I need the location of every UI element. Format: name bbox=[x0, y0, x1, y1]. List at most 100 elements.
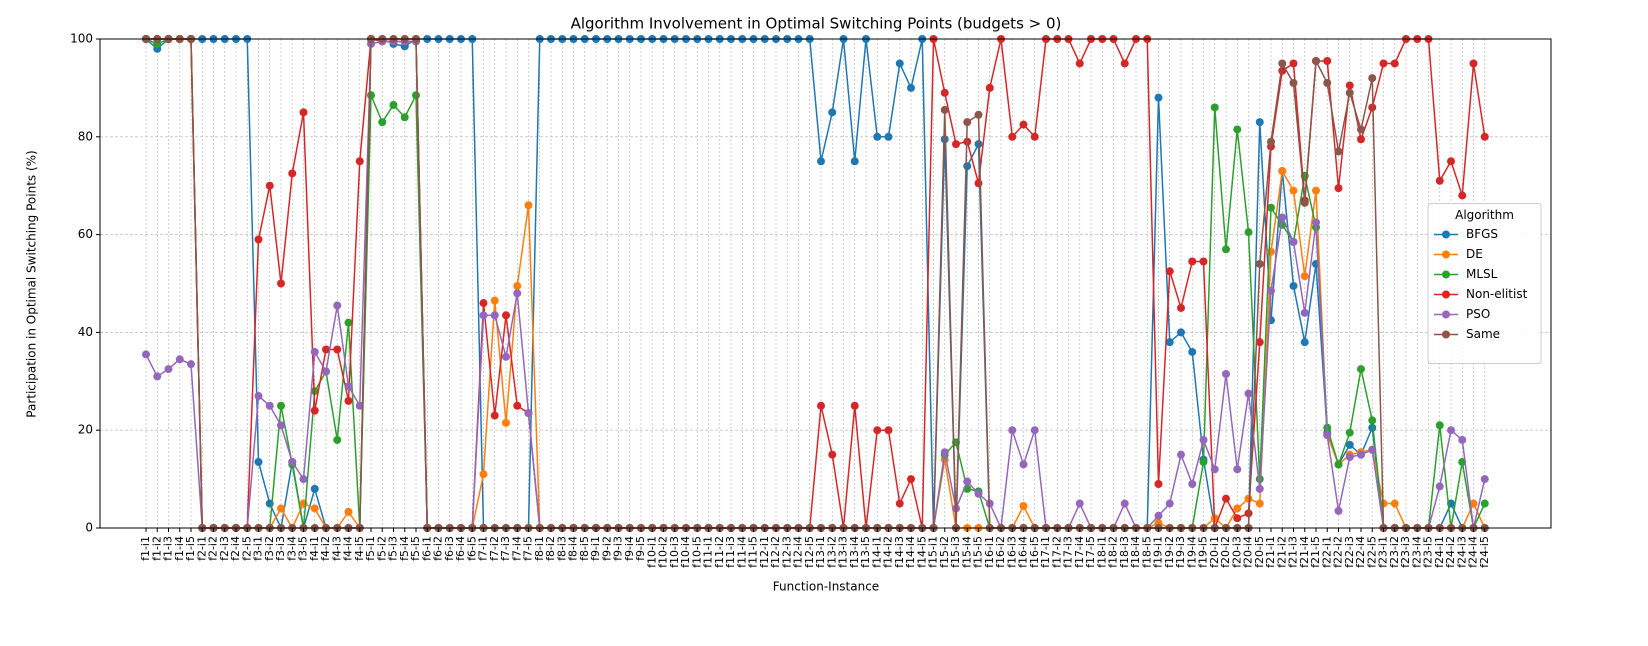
data-point bbox=[1345, 88, 1354, 97]
data-point bbox=[344, 507, 353, 516]
x-tick-label: f8-i1 bbox=[533, 536, 546, 561]
data-point bbox=[1165, 338, 1174, 347]
data-point bbox=[963, 162, 972, 171]
data-point bbox=[1480, 475, 1489, 484]
data-point bbox=[1255, 499, 1264, 508]
x-tick-label: f4-i5 bbox=[353, 536, 366, 561]
data-point bbox=[288, 169, 297, 178]
data-point bbox=[1255, 118, 1264, 127]
x-tick-label: f16-i2 bbox=[994, 536, 1007, 568]
data-point bbox=[1357, 365, 1365, 374]
x-tick-label: f19-i1 bbox=[1152, 536, 1165, 568]
x-tick-label: f2-i4 bbox=[229, 536, 242, 561]
x-tick-label: f17-i4 bbox=[1073, 536, 1086, 568]
x-tick-label: f17-i2 bbox=[1050, 536, 1063, 568]
x-tick-label: f12-i5 bbox=[803, 536, 816, 568]
x-tick-label: f12-i3 bbox=[780, 536, 793, 568]
x-tick-label: f7-i4 bbox=[510, 536, 523, 561]
data-point bbox=[1177, 450, 1185, 459]
data-point bbox=[344, 396, 353, 405]
x-tick-label: f3-i3 bbox=[274, 536, 287, 561]
data-point bbox=[1480, 499, 1489, 508]
x-tick-label: f11-i1 bbox=[702, 536, 715, 568]
data-point bbox=[502, 418, 510, 427]
data-point bbox=[1345, 81, 1354, 90]
legend-marker bbox=[1442, 290, 1450, 299]
data-point bbox=[277, 421, 285, 430]
x-tick-label: f1-i2 bbox=[150, 536, 163, 561]
data-point bbox=[1323, 79, 1332, 88]
data-point bbox=[1379, 59, 1388, 68]
data-point bbox=[1334, 184, 1343, 193]
data-point bbox=[1267, 137, 1275, 146]
data-point bbox=[1289, 281, 1298, 290]
data-point bbox=[1368, 416, 1377, 425]
data-point bbox=[1323, 57, 1332, 66]
x-tick-label: f23-i3 bbox=[1399, 536, 1412, 568]
data-point bbox=[828, 108, 837, 117]
x-tick-label: f6-i3 bbox=[443, 536, 456, 561]
data-point bbox=[502, 311, 510, 320]
x-tick-label: f8-i5 bbox=[578, 536, 591, 561]
x-tick-label: f13-i3 bbox=[837, 536, 850, 568]
x-tick-label: f19-i4 bbox=[1185, 536, 1198, 568]
series-line bbox=[145, 38, 1486, 531]
data-point bbox=[1278, 167, 1287, 176]
data-point bbox=[1345, 453, 1354, 462]
data-point bbox=[479, 470, 488, 479]
data-point bbox=[164, 365, 173, 374]
data-point bbox=[1255, 484, 1264, 493]
x-tick-label: f1-i4 bbox=[173, 536, 186, 561]
x-tick-label: f5-i3 bbox=[387, 536, 400, 561]
x-tick-label: f14-i5 bbox=[915, 536, 928, 568]
legend-marker bbox=[1442, 330, 1450, 339]
data-point bbox=[1233, 514, 1242, 523]
data-point bbox=[1469, 59, 1478, 68]
data-point bbox=[1075, 59, 1084, 68]
legend-marker bbox=[1442, 230, 1450, 239]
x-tick-label: f24-i1 bbox=[1433, 536, 1446, 568]
x-tick-label: f3-i4 bbox=[285, 536, 298, 561]
data-point bbox=[1008, 132, 1017, 141]
data-point bbox=[1177, 303, 1185, 312]
data-point bbox=[1199, 435, 1208, 444]
x-tick-label: f4-i1 bbox=[308, 536, 321, 561]
data-point bbox=[1469, 499, 1478, 508]
data-point bbox=[479, 311, 488, 320]
data-point bbox=[254, 391, 263, 400]
x-tick-label: f24-i4 bbox=[1467, 536, 1480, 568]
x-tick-label: f6-i1 bbox=[420, 536, 433, 561]
data-point bbox=[333, 435, 342, 444]
x-tick-label: f21-i5 bbox=[1309, 536, 1322, 568]
data-point bbox=[1435, 176, 1444, 185]
data-point bbox=[254, 457, 263, 466]
x-tick-label: f16-i3 bbox=[1005, 536, 1018, 568]
x-tick-label: f18-i2 bbox=[1107, 536, 1120, 568]
data-point bbox=[513, 289, 522, 298]
data-point bbox=[1154, 93, 1163, 102]
data-point bbox=[1334, 147, 1343, 156]
x-tick-label: f2-i2 bbox=[207, 536, 220, 561]
x-tick-label: f14-i2 bbox=[882, 536, 895, 568]
x-tick-label: f20-i4 bbox=[1242, 536, 1255, 568]
data-point bbox=[1312, 57, 1320, 66]
data-point bbox=[367, 91, 375, 100]
data-point bbox=[1289, 237, 1298, 246]
x-tick-label: f13-i2 bbox=[825, 536, 838, 568]
data-point bbox=[974, 110, 983, 119]
x-tick-label: f21-i1 bbox=[1264, 536, 1277, 568]
x-tick-label: f20-i5 bbox=[1253, 536, 1266, 568]
data-point bbox=[1244, 494, 1253, 503]
x-tick-label: f9-i4 bbox=[623, 536, 636, 561]
data-point bbox=[389, 101, 398, 110]
x-tick-label: f9-i3 bbox=[612, 536, 625, 561]
data-point bbox=[985, 83, 994, 92]
legend-box bbox=[1427, 203, 1542, 364]
x-tick-label: f7-i1 bbox=[477, 536, 490, 561]
data-point bbox=[1278, 213, 1287, 222]
data-point bbox=[817, 401, 825, 410]
data-point bbox=[940, 135, 949, 144]
plot bbox=[142, 35, 1489, 532]
x-tick-label: f22-i4 bbox=[1354, 536, 1367, 568]
data-point bbox=[850, 157, 859, 166]
